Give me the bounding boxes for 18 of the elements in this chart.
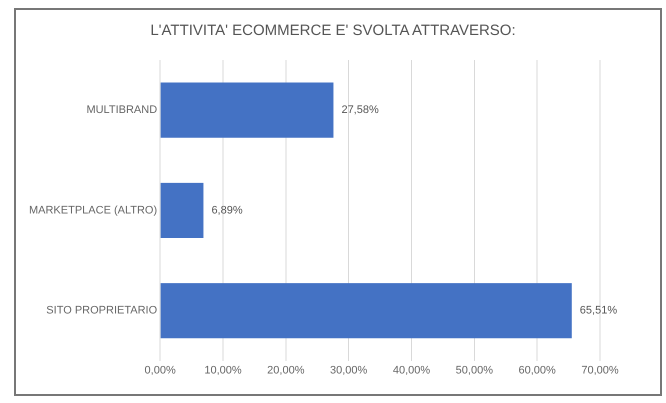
x-tick-label: 40,00% <box>392 364 430 376</box>
bar <box>160 82 334 138</box>
data-label: 65,51% <box>580 304 618 317</box>
x-tick-label: 50,00% <box>456 364 494 376</box>
y-tick-label: SITO PROPRIETARIO <box>46 304 158 317</box>
x-tick-label: 60,00% <box>518 364 556 376</box>
x-tick-label: 70,00% <box>581 364 619 376</box>
x-tick-label: 20,00% <box>267 364 305 376</box>
bar <box>160 283 572 338</box>
bar <box>160 182 204 238</box>
x-tick-label: 10,00% <box>204 364 242 376</box>
data-label: 27,58% <box>341 104 379 116</box>
y-tick-label: MARKETPLACE (ALTRO) <box>28 204 158 216</box>
chart-title: L'ATTIVITA' ECOMMERCE E' SVOLTA ATTRAVERSO: <box>149 22 517 39</box>
x-tick-label: 30,00% <box>330 364 368 376</box>
x-tick-label: 0,00% <box>144 364 176 376</box>
y-tick-label: MULTIBRAND <box>86 104 158 116</box>
data-label: 6,89% <box>211 204 243 216</box>
